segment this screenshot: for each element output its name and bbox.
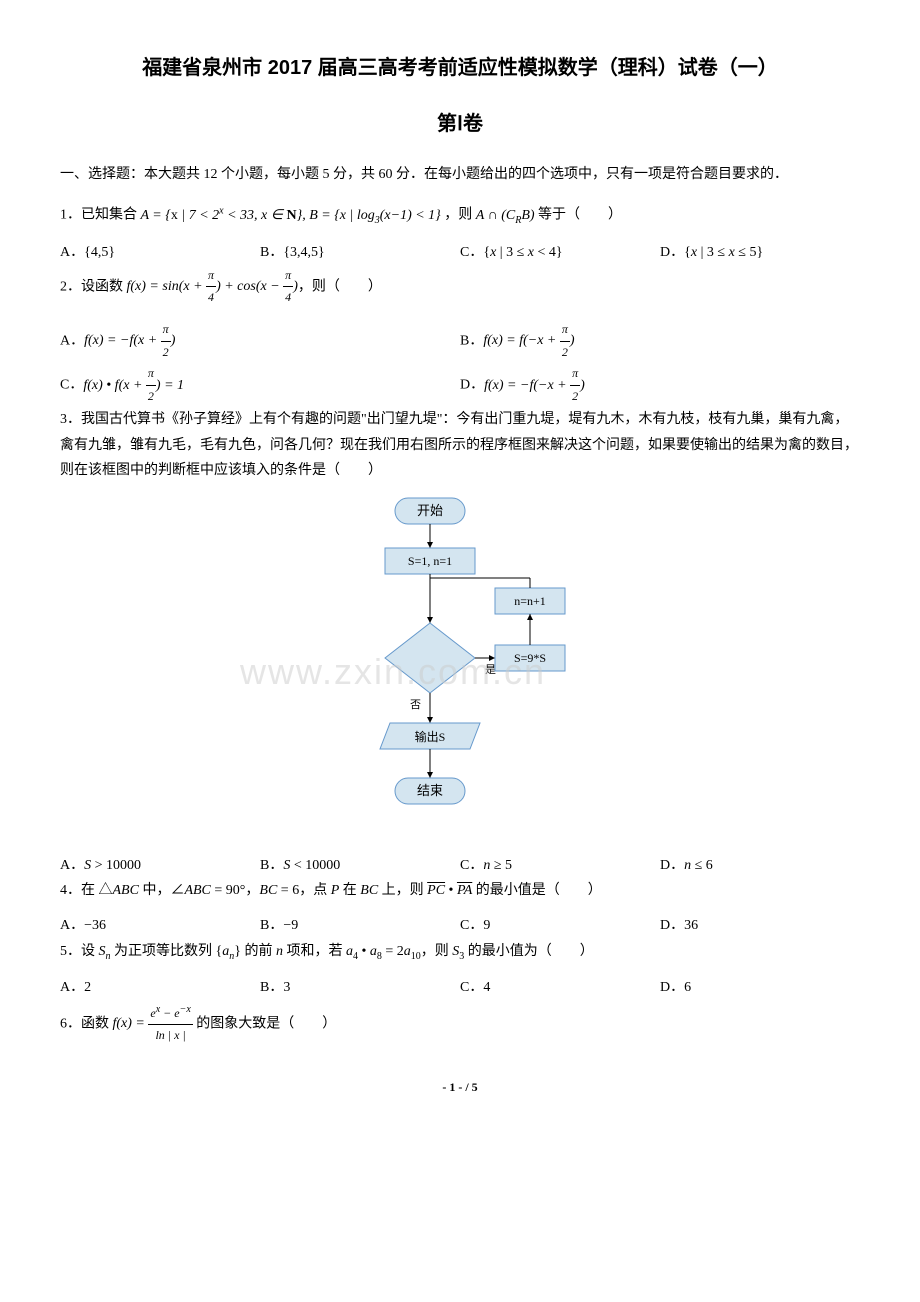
svg-text:输出S: 输出S bbox=[415, 729, 446, 744]
q1-stem-post: ，则 A ∩ (CRB) 等于（ ） bbox=[444, 208, 622, 223]
q1-math: A = {x | 7 < 2x < 33, x ∈ N}, B = {x | l… bbox=[141, 208, 441, 223]
q1-options: A．{4,5} B．{3,4,5} C．{x | 3 ≤ x < 4} D．{x… bbox=[60, 240, 860, 265]
q4-option-a: A．−36 bbox=[60, 913, 260, 938]
question-4: 4．在 △ABC 中，∠ABC = 90°，BC = 6，点 P 在 BC 上，… bbox=[60, 878, 860, 903]
q5-option-d: D．6 bbox=[660, 975, 860, 1000]
q1-option-d: D．{x | 3 ≤ x ≤ 5} bbox=[660, 240, 860, 265]
q1-stem-pre: 1．已知集合 bbox=[60, 208, 141, 223]
q1-option-c: C．{x | 3 ≤ x < 4} bbox=[460, 240, 660, 265]
svg-text:S=1, n=1: S=1, n=1 bbox=[408, 554, 452, 568]
section-subtitle: 第Ⅰ卷 bbox=[60, 106, 860, 142]
q2-option-a: A．f(x) = −f(x + π2) bbox=[60, 319, 460, 363]
q4-options: A．−36 B．−9 C．9 D．36 bbox=[60, 913, 860, 938]
q3-option-d: D．n ≤ 6 bbox=[660, 853, 860, 878]
question-6: 6．函数 f(x) = ex − e−xln | x | 的图象大致是（ ） bbox=[60, 1001, 860, 1047]
question-5: 5．设 Sn 为正项等比数列 {an} 的前 n 项和，若 a4 • a8 = … bbox=[60, 939, 860, 966]
flowchart-diagram: 开始 S=1, n=1 n=n+1 是 S=9*S 否 输出S 结束 bbox=[330, 493, 590, 843]
q5-option-c: C．4 bbox=[460, 975, 660, 1000]
q4-option-b: B．−9 bbox=[260, 913, 460, 938]
q2-option-c: C．f(x) • f(x + π2) = 1 bbox=[60, 363, 460, 407]
q2-option-d: D．f(x) = −f(−x + π2) bbox=[460, 363, 860, 407]
q3-option-b: B．S < 10000 bbox=[260, 853, 460, 878]
question-2: 2．设函数 f(x) = sin(x + π4) + cos(x − π4)，则… bbox=[60, 265, 860, 309]
q5-option-b: B．3 bbox=[260, 975, 460, 1000]
svg-text:开始: 开始 bbox=[417, 503, 443, 518]
q5-option-a: A．2 bbox=[60, 975, 260, 1000]
exam-title: 福建省泉州市 2017 届高三高考考前适应性模拟数学（理科）试卷（一） bbox=[60, 50, 860, 86]
svg-text:n=n+1: n=n+1 bbox=[514, 594, 546, 608]
q1-option-b: B．{3,4,5} bbox=[260, 240, 460, 265]
question-3: 3．我国古代算书《孙子算经》上有个有趣的问题"出门望九堤"：今有出门重九堤，堤有… bbox=[60, 407, 860, 483]
q3-option-a: A．S > 10000 bbox=[60, 853, 260, 878]
section-intro: 一、选择题：本大题共 12 个小题，每小题 5 分，共 60 分．在每小题给出的… bbox=[60, 162, 860, 187]
page-number: - 1 - / 5 bbox=[60, 1077, 860, 1099]
svg-text:结束: 结束 bbox=[417, 783, 443, 798]
q1-option-a: A．{4,5} bbox=[60, 240, 260, 265]
svg-text:否: 否 bbox=[410, 699, 421, 711]
q3-option-c: C．n ≥ 5 bbox=[460, 853, 660, 878]
question-1: 1．已知集合 A = {x | 7 < 2x < 33, x ∈ N}, B =… bbox=[60, 202, 860, 229]
q2-option-b: B．f(x) = f(−x + π2) bbox=[460, 319, 860, 363]
q2-options: A．f(x) = −f(x + π2) B．f(x) = f(−x + π2) … bbox=[60, 319, 860, 407]
q5-options: A．2 B．3 C．4 D．6 bbox=[60, 975, 860, 1000]
q4-option-c: C．9 bbox=[460, 913, 660, 938]
q4-option-d: D．36 bbox=[660, 913, 860, 938]
svg-text:S=9*S: S=9*S bbox=[514, 651, 546, 665]
q3-options: A．S > 10000 B．S < 10000 C．n ≥ 5 D．n ≤ 6 bbox=[60, 853, 860, 878]
svg-text:是: 是 bbox=[485, 663, 496, 676]
